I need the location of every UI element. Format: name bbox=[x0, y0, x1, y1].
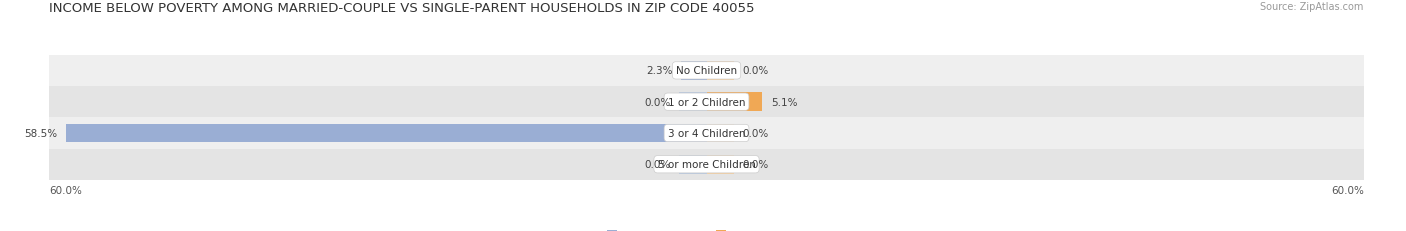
Text: 0.0%: 0.0% bbox=[742, 66, 769, 76]
Bar bbox=[707, 93, 762, 112]
Bar bbox=[682, 62, 707, 80]
Bar bbox=[49, 149, 1364, 180]
Text: 0.0%: 0.0% bbox=[742, 160, 769, 170]
Bar bbox=[707, 124, 734, 143]
Text: 0.0%: 0.0% bbox=[644, 97, 671, 107]
Text: 5 or more Children: 5 or more Children bbox=[658, 160, 755, 170]
Bar bbox=[49, 55, 1364, 87]
Text: No Children: No Children bbox=[676, 66, 737, 76]
Bar bbox=[49, 118, 1364, 149]
Bar bbox=[707, 62, 734, 80]
Bar bbox=[679, 93, 707, 112]
Text: 1 or 2 Children: 1 or 2 Children bbox=[668, 97, 745, 107]
Text: INCOME BELOW POVERTY AMONG MARRIED-COUPLE VS SINGLE-PARENT HOUSEHOLDS IN ZIP COD: INCOME BELOW POVERTY AMONG MARRIED-COUPL… bbox=[49, 2, 755, 15]
Bar bbox=[66, 124, 707, 143]
Text: 2.3%: 2.3% bbox=[645, 66, 672, 76]
Bar bbox=[49, 87, 1364, 118]
Text: 0.0%: 0.0% bbox=[644, 160, 671, 170]
Bar bbox=[679, 155, 707, 174]
Text: Source: ZipAtlas.com: Source: ZipAtlas.com bbox=[1260, 2, 1364, 12]
Text: 3 or 4 Children: 3 or 4 Children bbox=[668, 128, 745, 138]
Text: 60.0%: 60.0% bbox=[1331, 185, 1364, 195]
Text: 5.1%: 5.1% bbox=[770, 97, 797, 107]
Text: 0.0%: 0.0% bbox=[742, 128, 769, 138]
Bar bbox=[707, 155, 734, 174]
Legend: Married Couples, Single Parents: Married Couples, Single Parents bbox=[603, 226, 810, 231]
Text: 60.0%: 60.0% bbox=[49, 185, 82, 195]
Text: 58.5%: 58.5% bbox=[24, 128, 56, 138]
